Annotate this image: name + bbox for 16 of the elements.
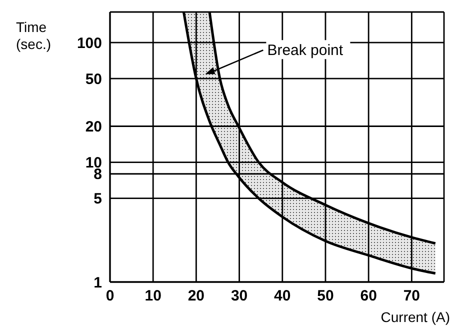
y-tick-label: 100: [76, 34, 102, 52]
y-tick-label: 20: [85, 118, 102, 136]
x-tick-label: 50: [317, 288, 334, 305]
y-tick-label: 5: [94, 190, 102, 208]
x-tick-label: 70: [403, 288, 420, 305]
x-tick-label: 30: [230, 288, 248, 305]
x-axis-title: Current (A): [380, 309, 450, 325]
x-tick-label: 0: [106, 288, 114, 305]
x-tick-label: 40: [274, 288, 291, 305]
x-tick-label: 60: [360, 288, 377, 305]
y-tick-label: 1: [94, 274, 102, 292]
annotation: Break point: [267, 42, 344, 60]
x-tick-label: 20: [188, 288, 205, 305]
x-tick-label: 10: [144, 288, 162, 305]
y-tick-label: 50: [85, 70, 102, 88]
y-axis-title: Time (sec.): [16, 19, 51, 52]
